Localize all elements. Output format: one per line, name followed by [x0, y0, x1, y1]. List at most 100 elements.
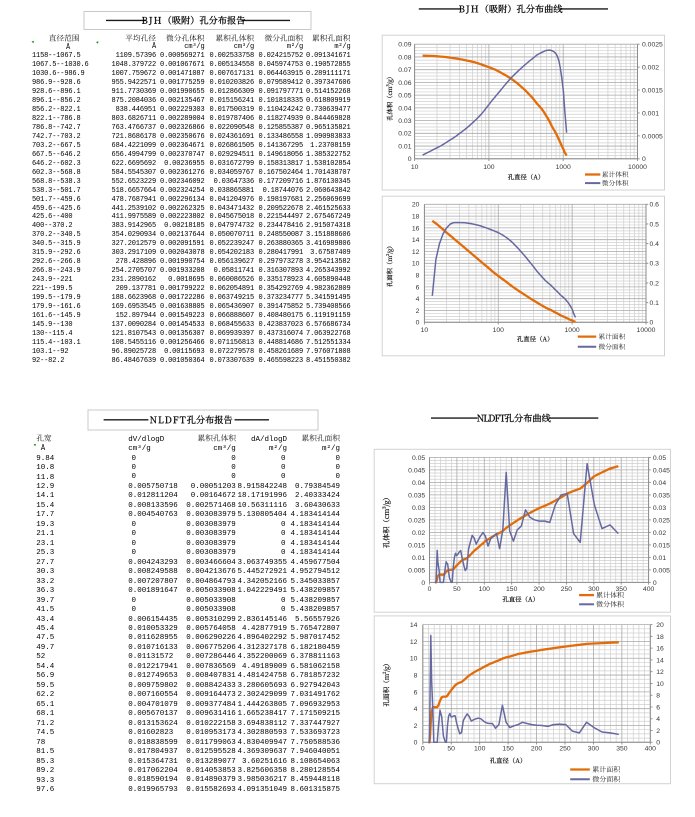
svg-text:6: 6 — [656, 704, 660, 711]
svg-text:20: 20 — [656, 622, 664, 629]
svg-text:100: 100 — [483, 164, 495, 171]
svg-text:0.025: 0.025 — [408, 517, 425, 524]
svg-text:0.015: 0.015 — [653, 542, 670, 549]
svg-text:300: 300 — [588, 586, 600, 593]
svg-text:10: 10 — [656, 681, 664, 688]
svg-text:50: 50 — [447, 746, 455, 753]
svg-text:0.035: 0.035 — [653, 492, 670, 499]
svg-text:0.4: 0.4 — [650, 241, 660, 248]
svg-text:0.3: 0.3 — [650, 261, 660, 268]
svg-text:2: 2 — [656, 728, 660, 735]
svg-text:20: 20 — [412, 202, 420, 209]
svg-text:8: 8 — [414, 672, 418, 679]
svg-text:0.045: 0.045 — [408, 467, 425, 474]
svg-text:0.0005: 0.0005 — [642, 133, 663, 140]
svg-text:0.04: 0.04 — [412, 480, 425, 487]
svg-text:10: 10 — [412, 261, 420, 268]
svg-text:0.015: 0.015 — [408, 542, 425, 549]
svg-text:100: 100 — [493, 327, 505, 334]
svg-text:0.2: 0.2 — [650, 280, 660, 287]
svg-text:14: 14 — [656, 657, 664, 664]
svg-text:10000: 10000 — [628, 164, 647, 171]
svg-text:0.03: 0.03 — [412, 505, 425, 512]
svg-text:1000: 1000 — [565, 327, 580, 334]
svg-text:0.02: 0.02 — [398, 131, 411, 138]
svg-text:0.005: 0.005 — [408, 567, 425, 574]
svg-text:0: 0 — [421, 746, 425, 753]
svg-text:4: 4 — [416, 296, 420, 303]
svg-text:0: 0 — [650, 320, 654, 327]
svg-text:14: 14 — [412, 237, 420, 244]
svg-text:400: 400 — [643, 586, 655, 593]
svg-text:10: 10 — [411, 164, 419, 171]
svg-text:350: 350 — [616, 746, 628, 753]
svg-text:0.05: 0.05 — [398, 93, 411, 100]
svg-text:0: 0 — [428, 586, 432, 593]
svg-text:250: 250 — [559, 746, 571, 753]
svg-text:10000: 10000 — [637, 327, 656, 334]
svg-text:6: 6 — [416, 284, 420, 291]
svg-text:250: 250 — [561, 586, 573, 593]
svg-text:0: 0 — [421, 580, 425, 587]
svg-text:0.03: 0.03 — [653, 505, 666, 512]
svg-text:16: 16 — [656, 646, 664, 653]
svg-text:50: 50 — [453, 586, 461, 593]
svg-text:0.1: 0.1 — [650, 300, 660, 307]
svg-text:0.04: 0.04 — [653, 480, 666, 487]
svg-text:0.035: 0.035 — [408, 492, 425, 499]
svg-text:8: 8 — [656, 693, 660, 700]
svg-text:0.001: 0.001 — [642, 110, 659, 117]
svg-text:200: 200 — [531, 746, 543, 753]
svg-text:4: 4 — [656, 716, 660, 723]
svg-text:0.5: 0.5 — [650, 221, 660, 228]
svg-text:0.05: 0.05 — [412, 455, 425, 462]
svg-text:0.0015: 0.0015 — [642, 87, 663, 94]
svg-text:18: 18 — [656, 634, 664, 641]
svg-text:12: 12 — [656, 669, 664, 676]
svg-text:0.002: 0.002 — [642, 65, 659, 72]
svg-text:12: 12 — [410, 639, 418, 646]
svg-text:0: 0 — [642, 156, 646, 163]
svg-text:16: 16 — [412, 225, 420, 232]
svg-text:0.01: 0.01 — [653, 555, 666, 562]
svg-text:200: 200 — [533, 586, 545, 593]
svg-text:100: 100 — [479, 586, 491, 593]
svg-text:6: 6 — [414, 689, 418, 696]
svg-text:0.6: 0.6 — [650, 202, 660, 209]
svg-text:0: 0 — [414, 740, 418, 747]
svg-text:10: 10 — [410, 656, 418, 663]
svg-text:18: 18 — [412, 214, 420, 221]
svg-text:100: 100 — [474, 746, 486, 753]
svg-text:0.025: 0.025 — [653, 517, 670, 524]
svg-text:0.01: 0.01 — [412, 555, 425, 562]
svg-text:0.02: 0.02 — [412, 530, 425, 537]
svg-text:0.01: 0.01 — [398, 144, 411, 151]
svg-text:8: 8 — [416, 273, 420, 280]
svg-text:12: 12 — [412, 249, 420, 256]
svg-text:0: 0 — [656, 740, 660, 747]
svg-text:0.0025: 0.0025 — [642, 42, 663, 49]
svg-text:0: 0 — [416, 320, 420, 327]
svg-text:0.06: 0.06 — [398, 80, 411, 87]
svg-text:0.08: 0.08 — [398, 54, 411, 61]
svg-text:0.045: 0.045 — [653, 467, 670, 474]
svg-text:0.02: 0.02 — [653, 530, 666, 537]
svg-text:0.005: 0.005 — [653, 567, 670, 574]
svg-text:0.09: 0.09 — [398, 42, 411, 49]
svg-text:2: 2 — [414, 723, 418, 730]
svg-text:150: 150 — [502, 746, 514, 753]
svg-text:0: 0 — [408, 156, 412, 163]
svg-text:300: 300 — [588, 746, 600, 753]
svg-text:0.07: 0.07 — [398, 67, 411, 74]
svg-text:400: 400 — [645, 746, 657, 753]
svg-text:0: 0 — [653, 580, 657, 587]
svg-text:0.04: 0.04 — [398, 105, 411, 112]
svg-text:150: 150 — [506, 586, 518, 593]
svg-text:0.03: 0.03 — [398, 118, 411, 125]
svg-text:14: 14 — [410, 622, 418, 629]
svg-text:0.05: 0.05 — [653, 455, 666, 462]
svg-text:1000: 1000 — [556, 164, 571, 171]
svg-text:2: 2 — [416, 308, 420, 315]
svg-text:10: 10 — [421, 327, 429, 334]
svg-text:4: 4 — [414, 706, 418, 713]
